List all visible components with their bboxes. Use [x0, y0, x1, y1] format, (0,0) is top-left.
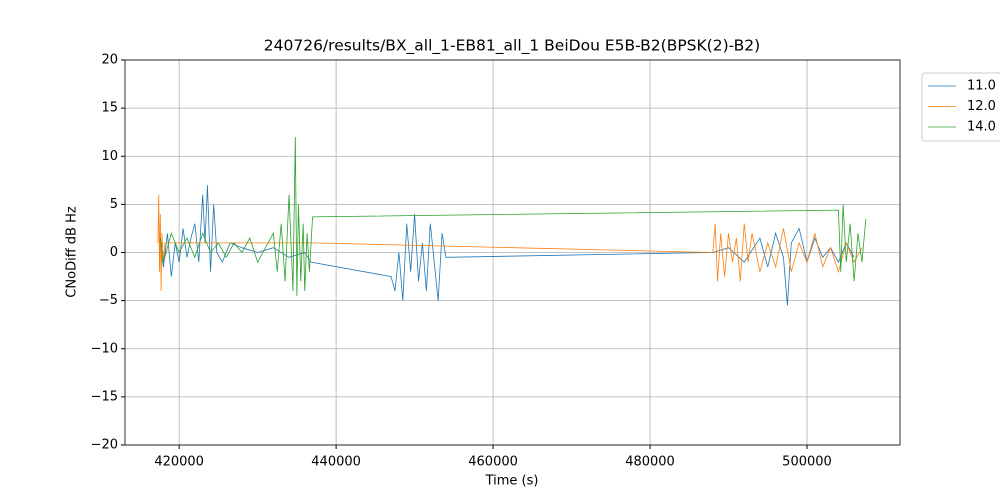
legend-label: 12.0: [967, 99, 996, 114]
y-tick-label: 5: [110, 197, 118, 212]
x-tick-label: 460000: [468, 455, 518, 470]
plot-frame: [124, 59, 901, 446]
data-line: [157, 194, 863, 292]
chart-title: 240726/results/BX_all_1-EB81_all_1 BeiDo…: [264, 37, 760, 56]
x-axis-label: Time (s): [485, 474, 539, 489]
x-tick-label: 480000: [625, 455, 675, 470]
legend-label: 14.0: [967, 120, 996, 135]
y-tick-label: −5: [99, 293, 118, 308]
x-tick-label: 420000: [154, 455, 204, 470]
y-tick-label: −20: [91, 438, 118, 453]
data-line: [159, 185, 855, 306]
y-tick-label: 10: [101, 149, 118, 164]
legend-box: [921, 72, 1000, 142]
y-tick-label: −15: [91, 389, 118, 404]
x-tick-label: 440000: [311, 455, 361, 470]
y-axis-label: CNoDiff dB Hz: [65, 206, 80, 298]
data-line: [159, 136, 867, 296]
x-tick-label: 500000: [782, 455, 832, 470]
y-tick-label: −10: [91, 341, 118, 356]
y-tick-label: 0: [110, 245, 118, 260]
y-tick-label: 15: [101, 101, 118, 116]
y-tick-label: 20: [101, 53, 118, 68]
legend-label: 11.0: [967, 79, 996, 94]
legend: 11.0 12.0 14.0: [921, 72, 1000, 142]
